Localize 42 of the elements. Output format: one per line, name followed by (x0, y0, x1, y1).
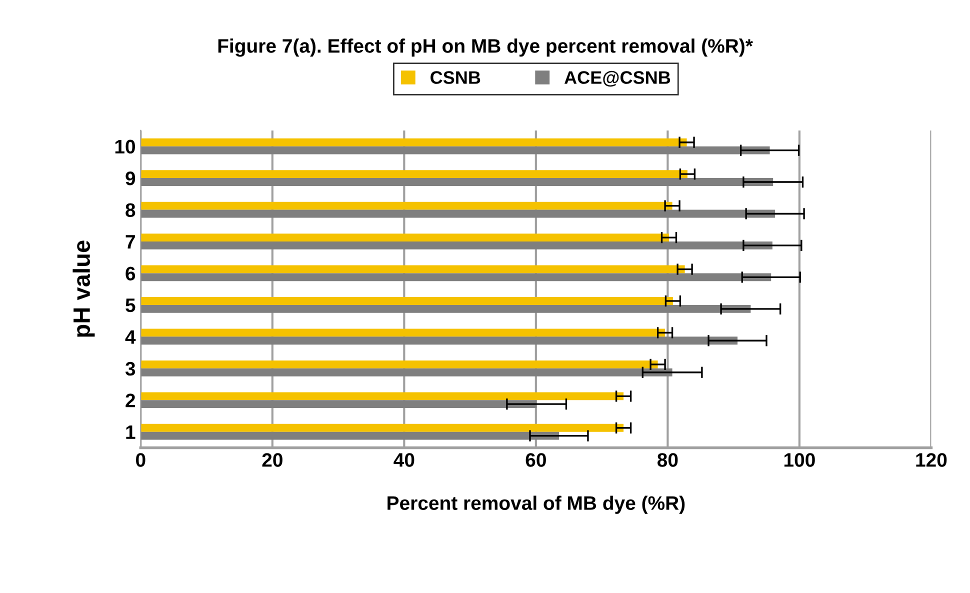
y-tick-label: 10 (115, 140, 135, 154)
y-tick-label: 5 (126, 298, 136, 312)
y-tick-label: 3 (125, 362, 136, 376)
y-tick-label: 2 (126, 394, 136, 408)
bar (140, 202, 672, 210)
bar (140, 146, 770, 154)
bar (140, 368, 672, 376)
bar (140, 210, 776, 218)
bar (140, 424, 624, 432)
x-tick-label: 80 (657, 453, 678, 467)
y-tick-label: 8 (126, 203, 136, 218)
x-tick-label: 120 (916, 453, 947, 467)
chart-title: Figure 7(a). Effect of pH on MB dye percent removal (%R)* (218, 38, 753, 57)
legend-label: ACE@CSNB (564, 70, 670, 87)
bar (140, 297, 673, 305)
bar (140, 265, 685, 274)
bar (140, 400, 537, 408)
y-axis-title: pH value (72, 240, 95, 337)
bar (140, 178, 774, 186)
bar (140, 304, 751, 313)
bar (140, 328, 666, 337)
y-tick-label: 1 (126, 426, 136, 439)
bar (140, 138, 687, 146)
bar (140, 336, 738, 345)
y-tick-label: 9 (126, 172, 136, 186)
y-tick-label: 6 (126, 266, 136, 280)
bar (140, 234, 669, 242)
x-tick-label: 0 (136, 453, 146, 467)
y-tick-label: 4 (125, 330, 136, 344)
legend-label: CSNB (430, 71, 480, 84)
x-tick-label: 60 (526, 453, 546, 467)
x-tick-label: 40 (394, 453, 414, 467)
bar (140, 432, 559, 440)
x-axis-title: Percent removal of MB dye (%R) (388, 496, 685, 514)
bar (140, 392, 624, 400)
bar (140, 273, 772, 282)
x-tick-label: 100 (784, 453, 815, 467)
x-tick-label: 20 (262, 453, 282, 467)
bar (140, 170, 688, 178)
bar (140, 360, 658, 368)
y-tick-label: 7 (126, 235, 135, 249)
bar (140, 242, 772, 250)
